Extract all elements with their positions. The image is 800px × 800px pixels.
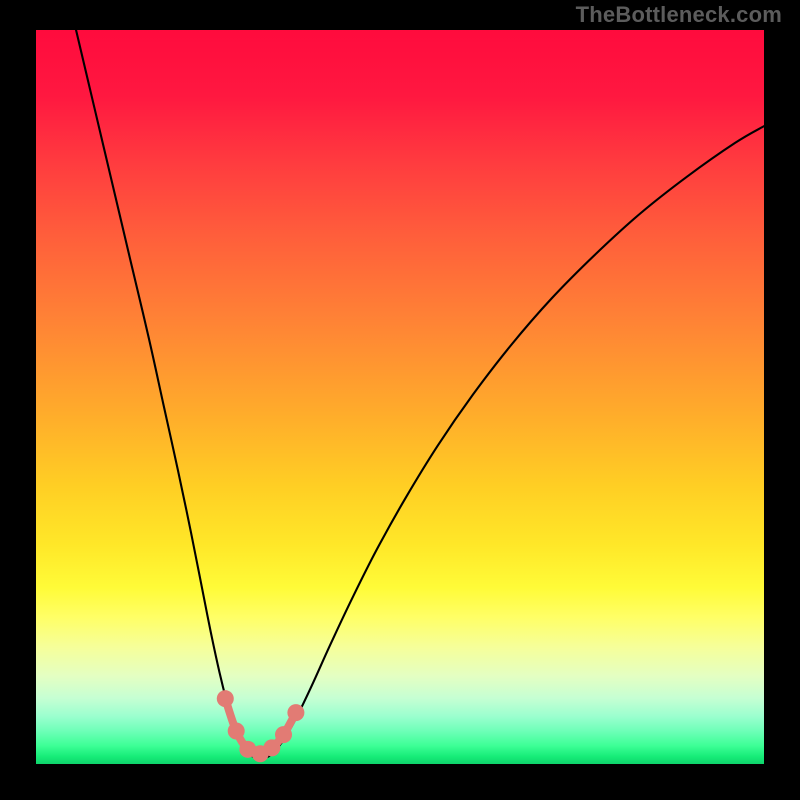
marker-dot (263, 739, 280, 756)
attribution-label: TheBottleneck.com (576, 2, 782, 28)
plot-background (36, 30, 764, 764)
marker-dot (228, 722, 245, 739)
chart-container: TheBottleneck.com (0, 0, 800, 800)
marker-dot (275, 726, 292, 743)
chart-svg (0, 0, 800, 800)
marker-dot (287, 704, 304, 721)
marker-dot (217, 690, 234, 707)
